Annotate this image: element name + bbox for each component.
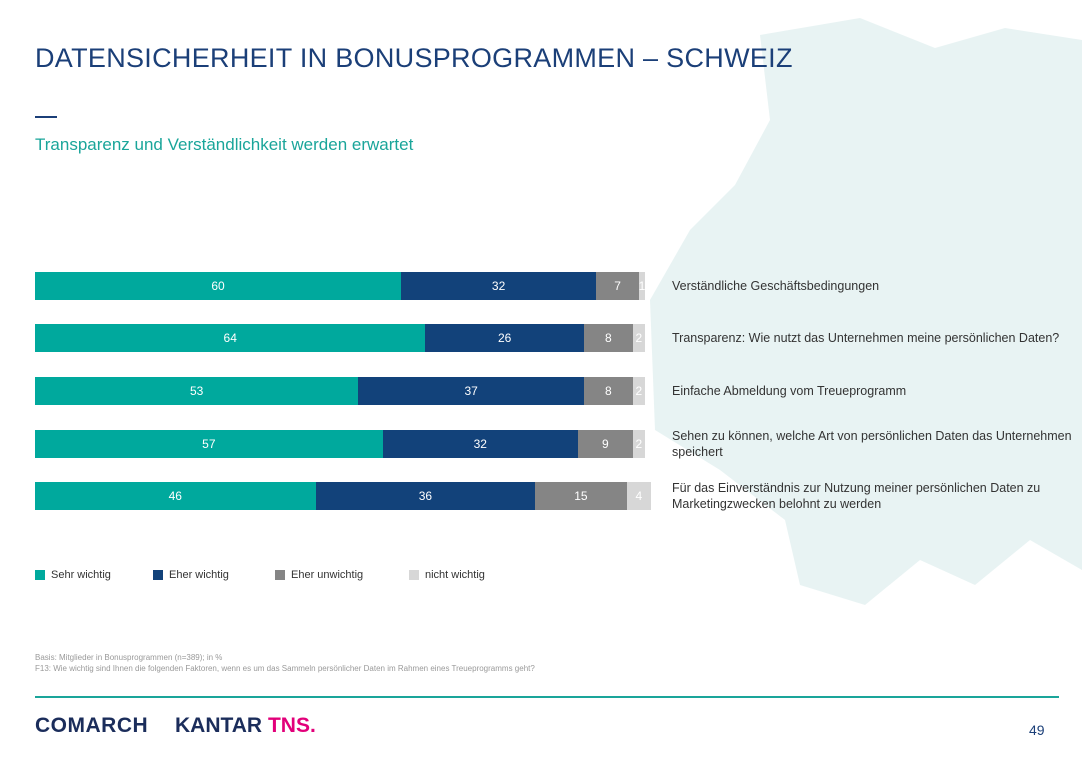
- data-label: 8: [605, 384, 612, 398]
- bar-segment-eher-unwichtig: 8: [584, 324, 633, 352]
- page-title: DATENSICHERHEIT IN BONUSPROGRAMMEN – SCH…: [35, 43, 793, 73]
- bar-segment-eher-unwichtig: 15: [535, 482, 627, 510]
- bar-segment-nicht-wichtig: 2: [632, 324, 645, 352]
- bar-segment-eher-wichtig: 37: [358, 377, 584, 405]
- kantar-text: KANTAR: [175, 714, 263, 737]
- legend-label: Sehr wichtig: [51, 569, 111, 581]
- page-number: 49: [1029, 722, 1045, 738]
- bar-segment-sehr-wichtig: 53: [35, 377, 359, 405]
- data-label: 8: [605, 331, 612, 345]
- data-label: 36: [418, 489, 433, 503]
- category-label: Verständliche Geschäftsbedingungen: [672, 279, 880, 293]
- bar-segment-eher-wichtig: 26: [425, 324, 584, 352]
- data-label: 26: [498, 331, 512, 345]
- footer-divider: [35, 696, 1059, 698]
- bar-segment-eher-wichtig: 32: [401, 272, 597, 300]
- data-label: 32: [473, 437, 487, 451]
- bar-segment-nicht-wichtig: 1: [638, 272, 645, 300]
- legend-label: nicht wichtig: [425, 569, 485, 581]
- bar-row: 53 37 8 2: [35, 377, 645, 405]
- data-label: 2: [635, 331, 643, 345]
- bar-segment-sehr-wichtig: 64: [35, 324, 426, 352]
- kantar-tns-logo: KANTAR TNS.: [175, 714, 316, 738]
- legend-item: Eher wichtig: [153, 569, 229, 581]
- data-label: 4: [635, 489, 643, 503]
- data-label: 2: [635, 437, 643, 451]
- title-underline: [35, 116, 57, 118]
- bar-segment-nicht-wichtig: 2: [632, 377, 645, 405]
- bar-segment-eher-wichtig: 32: [382, 430, 578, 458]
- data-label: 57: [202, 437, 216, 451]
- bar-segment-sehr-wichtig: 57: [35, 430, 383, 458]
- bar-segment-eher-unwichtig: 8: [584, 377, 633, 405]
- legend-swatch: [275, 570, 285, 580]
- category-label: Sehen zu können, welche Art von persönli…: [672, 429, 1072, 459]
- legend-item: Eher unwichtig: [275, 569, 363, 581]
- bar-segment-eher-unwichtig: 9: [577, 430, 633, 458]
- bar-segment-nicht-wichtig: 4: [626, 482, 652, 510]
- page-subtitle: Transparenz und Verständlichkeit werden …: [35, 135, 414, 154]
- data-label: 53: [189, 384, 204, 398]
- legend-item: Sehr wichtig: [35, 569, 111, 581]
- data-label: 1: [638, 279, 645, 293]
- legend-swatch: [153, 570, 163, 580]
- data-label: 46: [168, 489, 182, 503]
- bar-row: 57 32 9 2: [35, 430, 645, 458]
- legend-swatch: [409, 570, 419, 580]
- data-label: 37: [464, 384, 478, 398]
- bar-segment-sehr-wichtig: 46: [35, 482, 316, 510]
- tns-text: TNS.: [267, 714, 316, 737]
- legend-label: Eher wichtig: [169, 569, 229, 581]
- category-label: Transparenz: Wie nutzt das Unternehmen m…: [672, 331, 1060, 345]
- category-label: Für das Einverständnis zur Nutzung meine…: [672, 481, 1041, 511]
- data-label: 7: [614, 279, 621, 293]
- footnote-question: F13: Wie wichtig sind Ihnen die folgende…: [35, 664, 535, 673]
- legend-swatch: [35, 570, 45, 580]
- bar-segment-eher-wichtig: 36: [315, 482, 536, 510]
- comarch-logo: COMARCH: [35, 714, 149, 737]
- bar-segment-eher-unwichtig: 7: [596, 272, 639, 300]
- bar-row: 46 36 15 4: [35, 482, 652, 510]
- bar-segment-sehr-wichtig: 60: [35, 272, 401, 300]
- bar-row: 64 26 8 2: [35, 324, 645, 352]
- footnote-basis: Basis: Mitglieder in Bonusprogrammen (n=…: [35, 653, 223, 662]
- bar-row: 60 32 7 1: [35, 272, 645, 300]
- category-label: Einfache Abmeldung vom Treueprogramm: [672, 384, 907, 398]
- data-label: 15: [574, 489, 588, 503]
- data-label: 2: [635, 384, 643, 398]
- data-label: 9: [601, 437, 609, 451]
- legend-label: Eher unwichtig: [291, 569, 364, 581]
- bar-segment-nicht-wichtig: 2: [632, 430, 645, 458]
- data-label: 32: [491, 279, 506, 293]
- data-label: 60: [211, 279, 225, 293]
- legend-item: nicht wichtig: [409, 569, 485, 581]
- data-label: 64: [223, 331, 237, 345]
